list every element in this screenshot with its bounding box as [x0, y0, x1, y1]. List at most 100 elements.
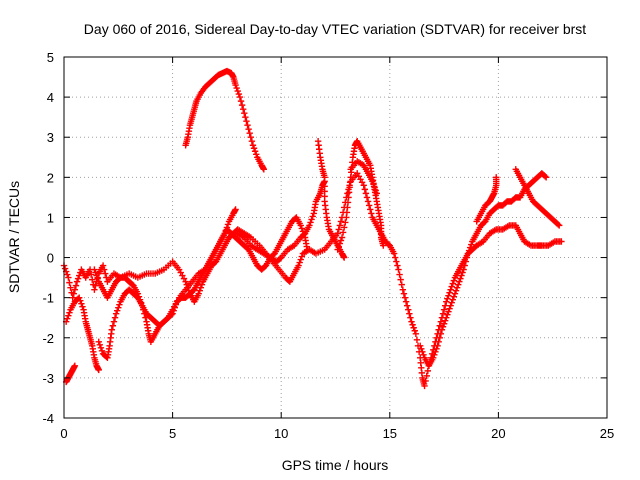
data-point — [99, 262, 107, 269]
data-point — [446, 289, 453, 296]
data-point — [115, 304, 122, 311]
y-tick-label: -3 — [42, 371, 54, 386]
data-point — [77, 297, 84, 304]
data-point — [338, 234, 346, 241]
data-point — [249, 142, 257, 149]
data-point — [413, 336, 421, 343]
data-point — [441, 302, 449, 309]
data-point — [135, 293, 143, 300]
data-point — [170, 307, 177, 314]
data-point — [260, 166, 268, 173]
data-point — [97, 344, 105, 352]
data-point — [136, 296, 144, 303]
data-point — [238, 101, 246, 109]
data-point — [424, 367, 432, 375]
data-point — [405, 306, 412, 313]
y-tick-label: -2 — [42, 331, 54, 346]
data-point — [390, 250, 398, 257]
data-point — [437, 330, 445, 337]
data-point — [197, 284, 205, 291]
series-track-f — [182, 67, 268, 173]
data-point — [110, 318, 118, 325]
data-point — [78, 300, 85, 307]
data-point — [456, 278, 463, 285]
data-point — [339, 229, 347, 236]
data-point — [244, 121, 251, 129]
data-point — [64, 271, 71, 278]
data-point — [431, 351, 438, 359]
data-point — [100, 266, 108, 273]
data-point — [364, 198, 372, 205]
data-point — [452, 287, 460, 294]
data-point — [321, 174, 328, 181]
data-point — [463, 254, 471, 261]
data-point — [554, 221, 562, 228]
data-point — [72, 282, 80, 289]
series-track-c — [62, 294, 102, 374]
data-point — [434, 342, 441, 349]
data-point — [172, 301, 180, 308]
data-point — [396, 271, 403, 278]
data-point — [76, 294, 83, 301]
data-point — [137, 299, 145, 306]
data-point — [402, 298, 410, 305]
data-point — [340, 254, 348, 261]
data-point — [447, 286, 454, 293]
data-point — [232, 206, 239, 213]
data-point — [69, 294, 76, 301]
data-point — [232, 81, 239, 89]
series-track-j — [347, 158, 380, 197]
data-point — [74, 275, 82, 282]
data-point — [380, 242, 387, 249]
data-point — [455, 281, 462, 288]
data-point — [66, 309, 73, 316]
data-point — [112, 310, 120, 317]
data-point — [138, 302, 146, 309]
data-point — [447, 302, 454, 309]
data-point — [459, 269, 466, 276]
data-point — [247, 134, 254, 141]
data-point — [108, 326, 115, 333]
data-point — [251, 148, 259, 155]
data-point — [408, 318, 415, 325]
y-tick-label: -4 — [42, 411, 54, 426]
data-point — [406, 310, 413, 317]
data-point — [440, 306, 448, 313]
data-point — [465, 247, 473, 254]
data-point — [464, 250, 472, 257]
data-point — [460, 266, 467, 273]
data-point — [440, 320, 448, 327]
series-track-i — [334, 138, 387, 253]
data-point — [248, 138, 256, 145]
data-point — [493, 174, 500, 181]
data-point — [109, 322, 117, 329]
y-tick-label: 5 — [47, 50, 54, 65]
data-point — [372, 187, 379, 194]
data-point — [336, 222, 344, 229]
data-point — [66, 279, 73, 286]
data-point — [412, 330, 420, 337]
x-tick-label: 0 — [60, 426, 67, 441]
y-tick-label: 1 — [47, 210, 54, 225]
data-point — [422, 377, 429, 385]
data-point — [450, 277, 458, 284]
data-point — [334, 246, 341, 253]
data-point — [92, 269, 99, 276]
data-point — [198, 281, 206, 288]
data-point — [401, 294, 409, 301]
data-point — [171, 304, 178, 311]
data-point — [93, 272, 100, 279]
data-point — [91, 266, 98, 273]
grid — [64, 57, 607, 418]
data-point — [365, 202, 373, 209]
data-point — [245, 126, 252, 133]
series-track-e — [91, 206, 239, 345]
series-track-b — [62, 362, 79, 386]
data-point — [234, 87, 241, 95]
data-point — [542, 174, 550, 181]
data-point — [182, 278, 189, 285]
y-tick-label: -1 — [42, 291, 54, 306]
data-point — [439, 323, 447, 330]
data-point — [451, 290, 459, 297]
data-point — [116, 301, 123, 308]
